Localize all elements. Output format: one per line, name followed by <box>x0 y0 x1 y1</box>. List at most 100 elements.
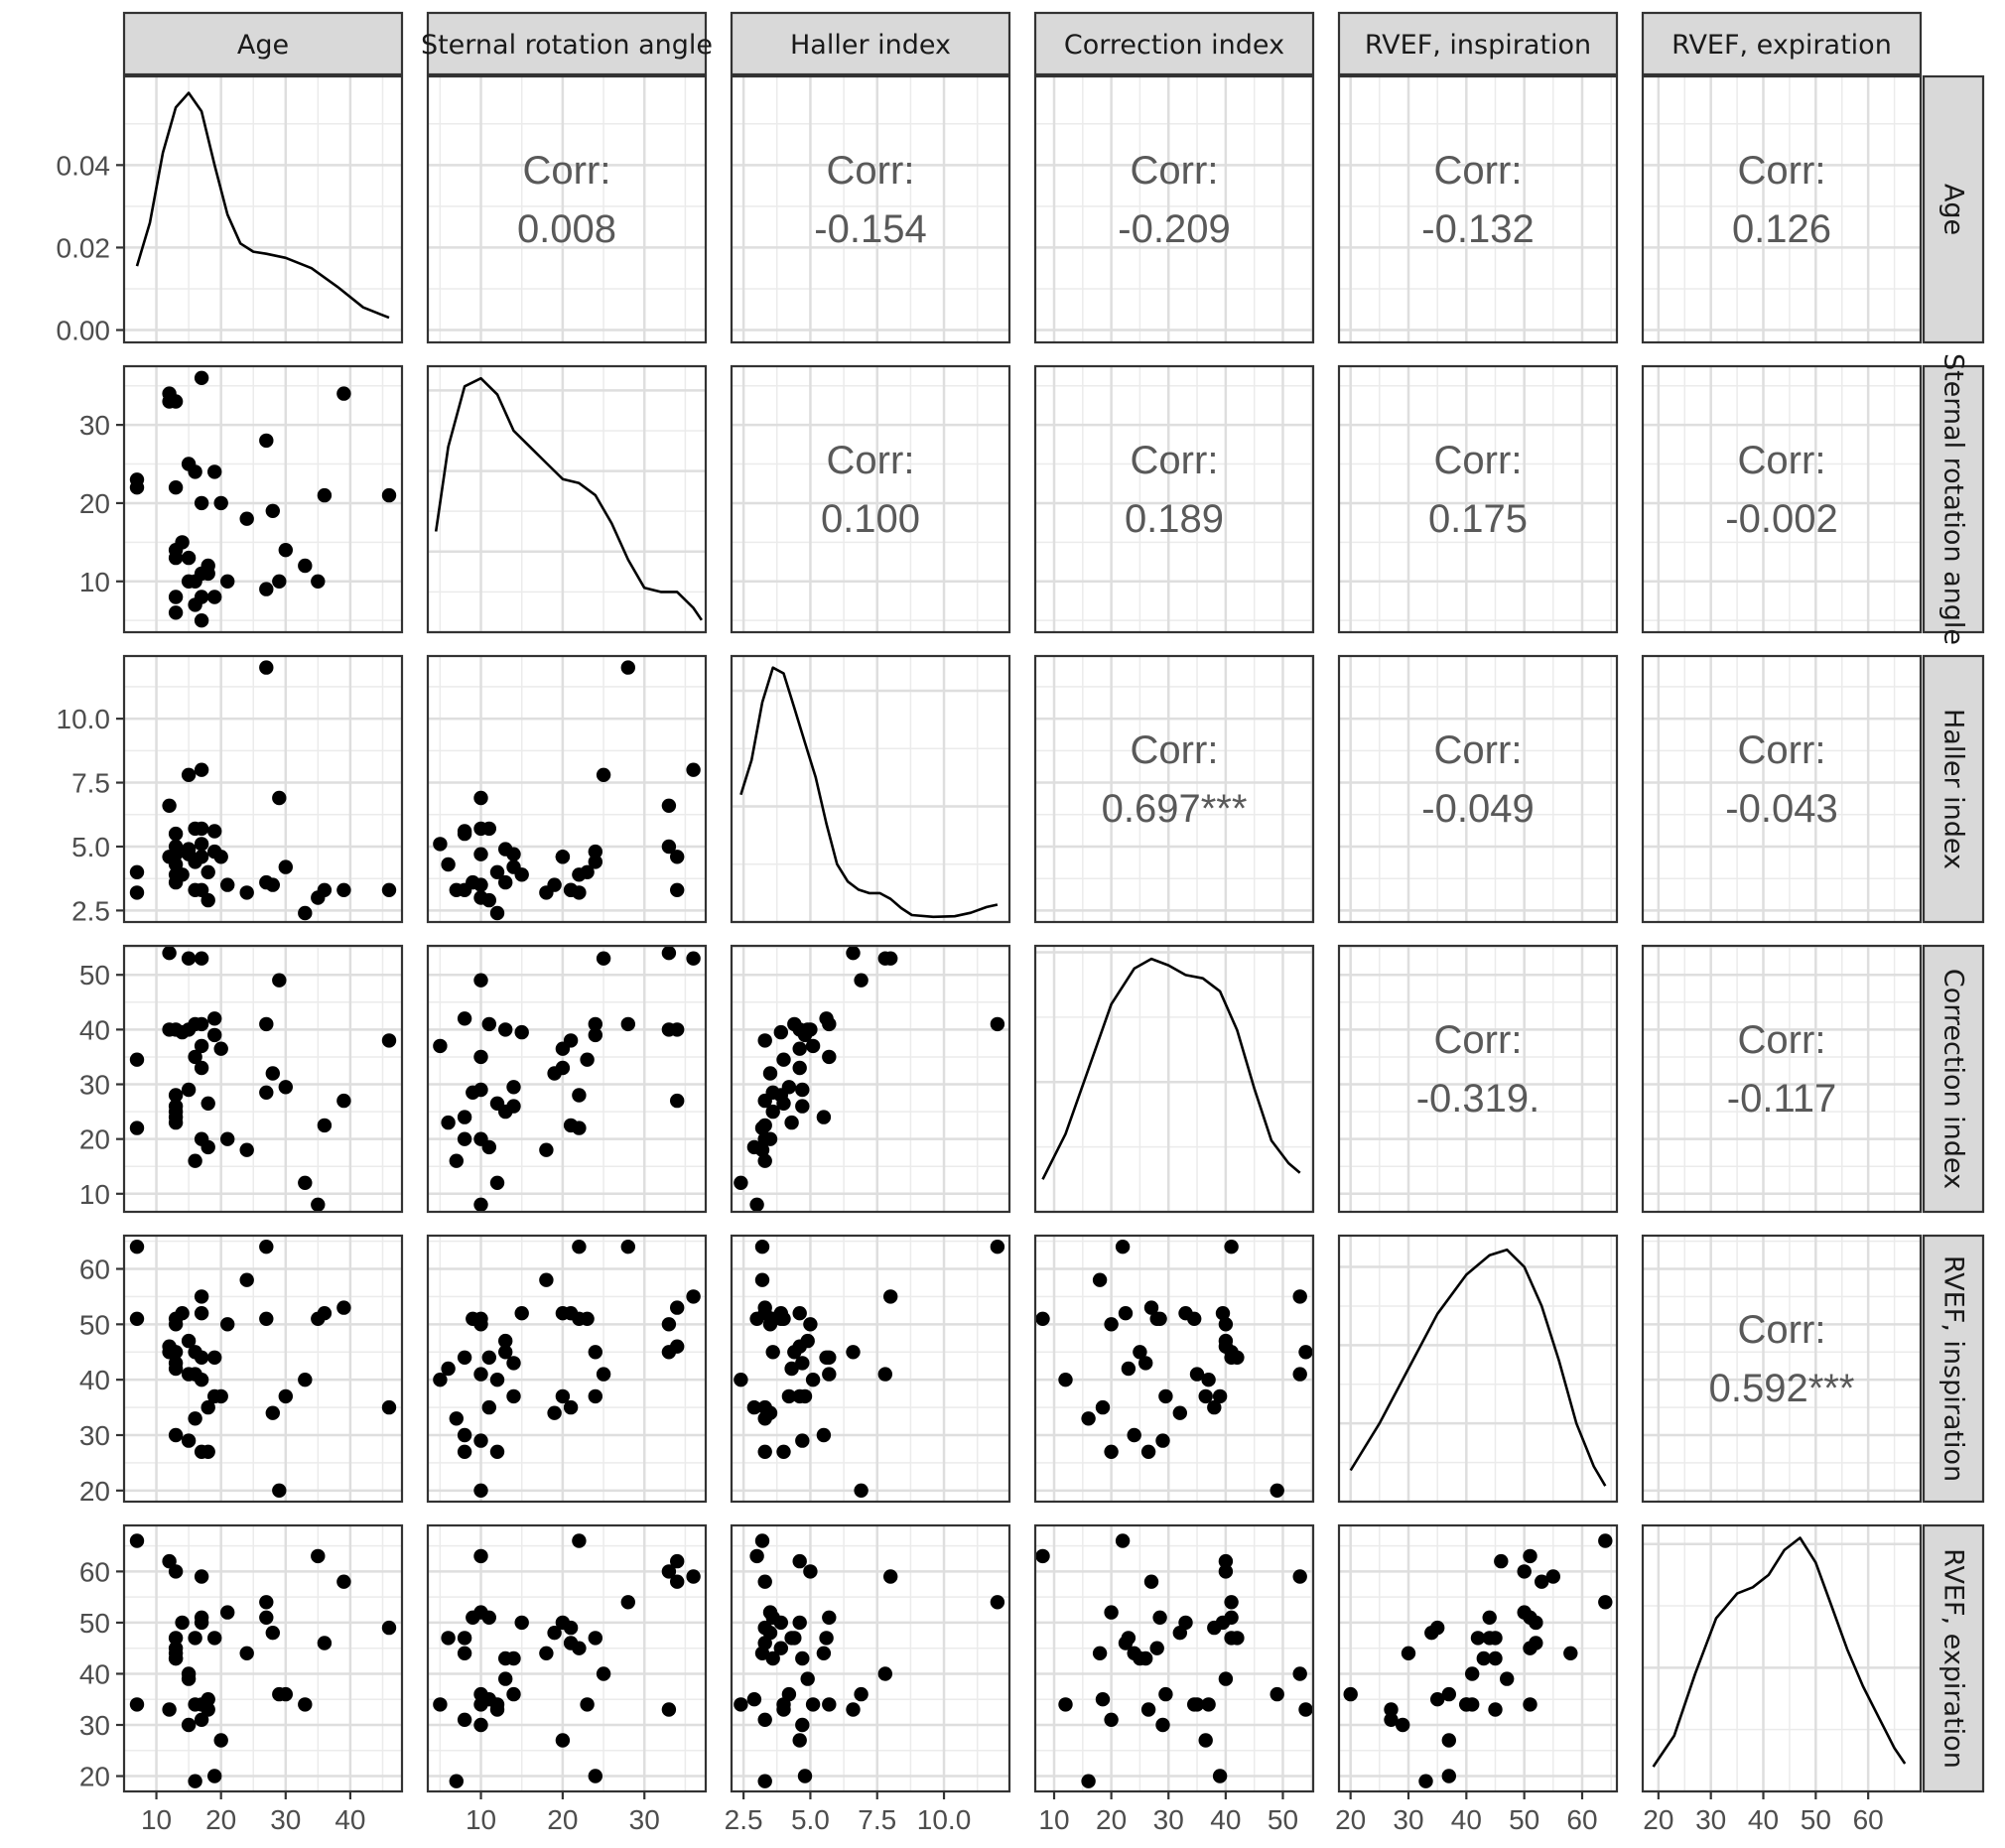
strip-background <box>1641 11 1923 76</box>
corr-label: Corr: <box>1738 149 1826 193</box>
scatter-point <box>620 1240 635 1254</box>
strip-right-0: Age <box>1922 74 1985 344</box>
scatter-point <box>588 844 602 859</box>
panel-background <box>1643 946 1921 1212</box>
panel-background <box>1643 1525 1921 1791</box>
strip-right-2: Haller index <box>1922 654 1985 924</box>
scatter-point <box>990 1240 1005 1254</box>
scatter-point <box>207 1011 222 1026</box>
scatter-point <box>555 850 571 864</box>
scatter-point <box>746 1399 762 1415</box>
scatter-point <box>588 1631 602 1646</box>
corr-label: Corr: <box>1738 1018 1826 1062</box>
y-tick-label: 50 <box>79 1309 110 1340</box>
scatter-point <box>239 511 254 526</box>
y-tick-label: 50 <box>79 960 110 990</box>
scatter-point <box>188 1049 202 1065</box>
scatter-point <box>514 1306 529 1321</box>
panel-background <box>124 76 402 342</box>
scatter-point <box>563 1620 579 1636</box>
corr-value: -0.154 <box>814 207 926 251</box>
scatter-point <box>259 1311 274 1327</box>
scatter-point <box>661 839 677 855</box>
scatter-point <box>620 1016 635 1032</box>
scatter-point <box>1430 1692 1445 1707</box>
scatter-point <box>129 864 145 879</box>
scatter-point <box>1104 1605 1119 1620</box>
scatter-point <box>792 1733 807 1748</box>
y-tick-label: 30 <box>79 1420 110 1451</box>
scatter-point <box>489 1096 505 1112</box>
scatter-point <box>200 1139 215 1155</box>
scatter-point <box>762 1131 778 1146</box>
scatter-point <box>749 1548 764 1564</box>
panel-3-2 <box>730 944 1011 1214</box>
panel-background <box>1643 656 1921 922</box>
panel-border <box>1033 364 1315 634</box>
corr-value: 0.697*** <box>1102 787 1248 831</box>
panel-border <box>122 74 404 344</box>
scatter-point <box>754 1272 770 1287</box>
scatter-point <box>1189 1367 1205 1382</box>
panel-background <box>1339 656 1617 922</box>
scatter-point <box>800 1333 815 1349</box>
scatter-point <box>200 1399 215 1415</box>
scatter-point <box>506 1356 521 1371</box>
scatter-point <box>572 1088 587 1103</box>
scatter-point <box>795 1717 810 1733</box>
scatter-point <box>473 1131 488 1146</box>
scatter-point <box>194 850 209 864</box>
scatter-point <box>194 1060 209 1076</box>
scatter-point <box>734 1175 748 1191</box>
scatter-point <box>194 370 209 385</box>
x-tick-label: 7.5 <box>858 1804 896 1835</box>
scatter-point <box>473 1717 488 1733</box>
panel-border <box>426 944 708 1214</box>
corr-value: -0.117 <box>1727 1077 1836 1121</box>
scatter-point <box>781 1686 797 1702</box>
scatter-point <box>1298 1345 1313 1360</box>
scatter-point <box>547 1066 562 1081</box>
scatter-point <box>1441 1769 1457 1783</box>
scatter-point <box>272 1483 287 1499</box>
scatter-point <box>457 1131 472 1146</box>
scatter-point <box>381 487 397 503</box>
scatter-point <box>803 1317 818 1332</box>
x-tick-label: 50 <box>1268 1804 1298 1835</box>
scatter-point <box>1212 1388 1228 1404</box>
corr-value: 0.175 <box>1428 497 1528 541</box>
scatter-point <box>1230 1631 1245 1646</box>
corr-label: Corr: <box>1131 728 1219 772</box>
scatter-point <box>547 877 562 892</box>
panel-3-4: Corr: -0.319. <box>1337 944 1619 1214</box>
scatter-point <box>265 877 280 892</box>
scatter-point <box>194 1038 209 1054</box>
panel-background <box>1035 1236 1313 1502</box>
scatter-point <box>1218 1317 1234 1332</box>
panel-4-1 <box>426 1234 708 1504</box>
panel-0-0 <box>122 74 404 344</box>
scatter-point <box>1104 1712 1119 1728</box>
scatter-point <box>194 590 209 604</box>
scatter-point <box>188 1631 202 1646</box>
strip-label: Haller index <box>790 30 951 61</box>
panel-background <box>1035 1525 1313 1791</box>
scatter-point <box>854 1686 869 1702</box>
scatter-point <box>1172 1626 1188 1641</box>
scatter-point <box>200 1444 215 1460</box>
scatter-point <box>188 1411 202 1426</box>
y-tick-label: 10 <box>79 567 110 597</box>
corr-value: 0.100 <box>821 497 920 541</box>
strip-layer: Age Sternal rotation angle Haller index Cor… <box>122 11 1985 1793</box>
scatter-point <box>1189 1697 1205 1712</box>
panel-5-1 <box>426 1523 708 1793</box>
scatter-point <box>298 1373 313 1387</box>
strip-background <box>1922 654 1985 924</box>
scatter-point <box>433 1038 448 1054</box>
scatter-point <box>265 1066 280 1081</box>
x-tick-label: 20 <box>547 1804 578 1835</box>
scatter-point <box>239 1646 254 1661</box>
scatter-point <box>792 1388 807 1404</box>
scatter-point <box>596 951 611 966</box>
scatter-point <box>588 1345 602 1360</box>
